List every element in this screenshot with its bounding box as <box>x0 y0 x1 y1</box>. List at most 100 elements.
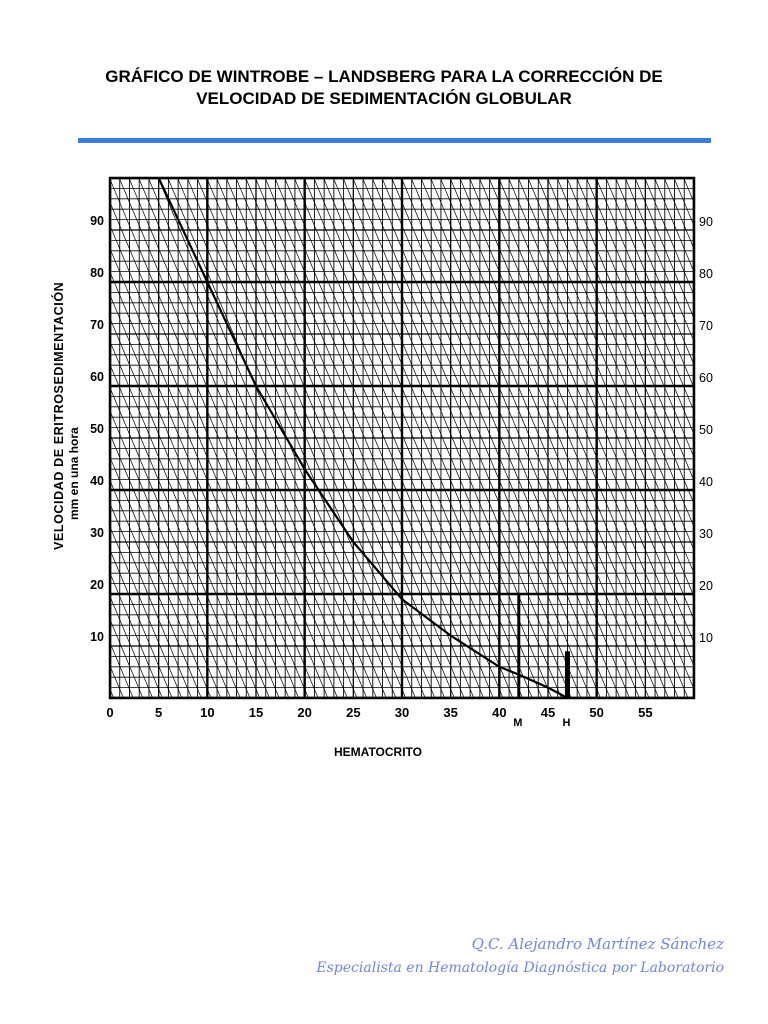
y-tick-label-left: 50 <box>90 422 104 436</box>
grid-line-diagonal <box>110 549 173 698</box>
grid-line-diagonal <box>527 178 694 575</box>
grid-line-diagonal <box>508 178 694 621</box>
grid-line-diagonal <box>110 271 290 698</box>
grid-line-diagonal <box>723 178 768 698</box>
grid-line-diagonal <box>216 178 436 698</box>
grid-line-diagonal <box>110 595 153 698</box>
y-tick-label-left: 30 <box>90 526 104 540</box>
x-tick-label: 50 <box>589 705 603 720</box>
y-tick-label-right: 30 <box>699 527 713 541</box>
grid-line-diagonal <box>110 456 212 698</box>
grid-line-diagonal <box>225 178 445 698</box>
y-tick-label-left: 60 <box>90 370 104 384</box>
grid-line-diagonal <box>0 178 55 698</box>
grid-line-diagonal <box>342 178 562 698</box>
grid-line-diagonal <box>294 178 514 698</box>
grid-line-diagonal <box>110 178 329 698</box>
grid-line-diagonal <box>110 363 251 698</box>
y-tick-label-right: 90 <box>699 215 713 229</box>
grid-line-diagonal <box>110 386 241 698</box>
grid-line-diagonal <box>110 294 280 698</box>
grid-line-diagonal <box>420 178 640 698</box>
grid-line-diagonal <box>381 178 601 698</box>
grid-line-diagonal <box>683 178 694 204</box>
grid-line-diagonal <box>0 178 46 698</box>
x-tick-label: 55 <box>638 705 652 720</box>
grid-line-diagonal <box>713 178 768 698</box>
grid-line-diagonal <box>245 178 465 698</box>
x-tick-label: 40 <box>492 705 506 720</box>
grid-line-diagonal <box>264 178 484 698</box>
x-tick-label: 20 <box>297 705 311 720</box>
grid-line-diagonal <box>303 178 523 698</box>
grid-line-diagonal <box>118 178 338 698</box>
grid-line-diagonal <box>313 178 533 698</box>
grid-line-diagonal <box>110 433 222 698</box>
grid-line-diagonal <box>693 178 694 181</box>
grid-line-diagonal <box>391 178 611 698</box>
marker-label-h: H <box>562 717 570 729</box>
grid-line-diagonal <box>703 178 768 698</box>
grid-line-diagonal <box>459 178 679 698</box>
grid-line-diagonal <box>110 479 202 698</box>
grid-line-diagonal <box>110 410 231 698</box>
grid-line-diagonal <box>110 201 319 698</box>
grid-line-diagonal <box>732 178 768 698</box>
grid-line-diagonal <box>323 178 543 698</box>
grid-line-diagonal <box>110 502 192 698</box>
title-line-2: VELOCIDAD DE SEDIMENTACIÓN GLOBULAR <box>196 89 572 108</box>
title-line-1: GRÁFICO DE WINTROBE – LANDSBERG PARA LA … <box>105 67 663 86</box>
grid-line-diagonal <box>110 340 261 698</box>
x-tick-label: 30 <box>395 705 409 720</box>
grid-line-diagonal <box>110 572 163 698</box>
y-tick-label-right: 10 <box>699 631 713 645</box>
grid-line-diagonal <box>576 178 694 459</box>
plot-frame <box>108 176 696 700</box>
grid-line-diagonal <box>187 178 407 698</box>
grid-line-diagonal <box>0 178 16 698</box>
grid-line-diagonal <box>110 247 299 698</box>
y-tick-label-right: 20 <box>699 579 713 593</box>
grid-line-diagonal <box>110 317 270 698</box>
title-divider <box>78 138 711 143</box>
grid-line-diagonal <box>430 178 650 698</box>
y-tick-label-left: 70 <box>90 318 104 332</box>
x-tick-label: 25 <box>346 705 360 720</box>
page-title: GRÁFICO DE WINTROBE – LANDSBERG PARA LA … <box>0 66 768 110</box>
grid-line-diagonal <box>498 178 694 644</box>
grid-line-diagonal <box>138 178 358 698</box>
x-tick-label: 15 <box>249 705 263 720</box>
grid-line-diagonal <box>605 178 694 389</box>
grid-line-diagonal <box>625 178 694 343</box>
grid-layer <box>0 178 768 698</box>
y-axis-sublabel: mm en una hora <box>67 427 81 520</box>
signature-specialty: Especialista en Hematología Diagnóstica … <box>316 960 724 976</box>
y-axis-label: VELOCIDAD DE ERITROSEDIMENTACIÓN <box>52 281 66 550</box>
grid-line-diagonal <box>167 178 387 698</box>
y-tick-label-right: 80 <box>699 267 713 281</box>
grid-line-diagonal <box>449 178 669 698</box>
grid-line-diagonal <box>157 178 377 698</box>
grid-line-diagonal <box>371 178 591 698</box>
grid-line-diagonal <box>537 178 694 551</box>
grid-line-diagonal <box>274 178 494 698</box>
grid-line-diagonal <box>440 178 660 698</box>
x-tick-label: 0 <box>106 705 113 720</box>
grid-line-diagonal <box>410 178 630 698</box>
grid-line-diagonal <box>479 178 694 691</box>
grid-line-diagonal <box>110 525 183 698</box>
grid-line-diagonal <box>352 178 572 698</box>
grid-line-diagonal <box>255 178 475 698</box>
grid-line-diagonal <box>0 178 36 698</box>
grid-line-diagonal <box>488 178 694 667</box>
grid-line-diagonal <box>469 178 689 698</box>
x-tick-label: 5 <box>155 705 162 720</box>
grid-line-diagonal <box>586 178 694 436</box>
grid-line-diagonal <box>556 178 694 505</box>
x-tick-label: 35 <box>443 705 457 720</box>
grid-line-diagonal <box>148 178 368 698</box>
grid-line-diagonal <box>615 178 694 366</box>
grid-line-diagonal <box>566 178 694 482</box>
grid-line-diagonal <box>196 178 416 698</box>
grid-line-diagonal <box>362 178 582 698</box>
